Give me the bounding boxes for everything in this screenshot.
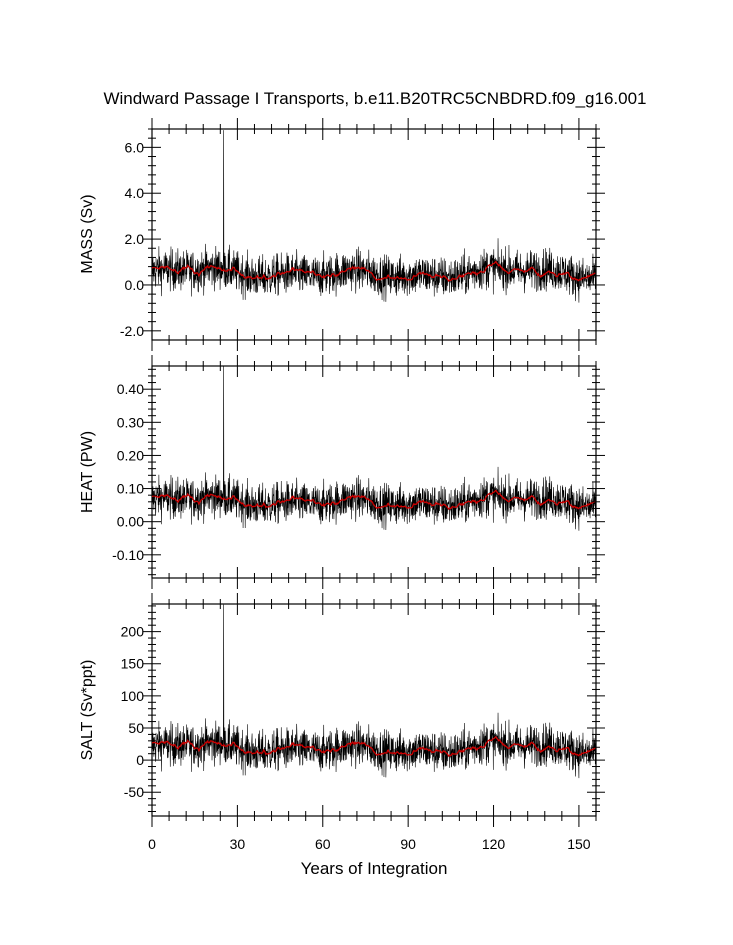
x-tick-label-5: 150 xyxy=(567,836,591,852)
y-tick-label-0-2: 2.0 xyxy=(125,231,145,247)
plot-frame-1 xyxy=(151,365,597,579)
y-tick-label-1-2: 0.10 xyxy=(117,481,144,497)
x-tick-labels: 0 30 60 90 120 150 xyxy=(148,836,591,852)
y-tick-label-2-5: 200 xyxy=(121,624,145,640)
chart-title: Windward Passage I Transports, b.e11.B20… xyxy=(103,89,646,108)
y-tick-label-0-3: 4.0 xyxy=(125,185,145,201)
smoothed-series-line-2 xyxy=(151,735,596,758)
y-tick-label-1-5: 0.40 xyxy=(117,381,144,397)
smoothed-series-line-0 xyxy=(151,260,596,283)
y-tick-label-2-4: 150 xyxy=(121,656,145,672)
y-tick-label-0-0: -2.0 xyxy=(120,323,144,339)
y-tick-label-2-1: 0 xyxy=(136,752,144,768)
raw-series-line-0 xyxy=(151,130,597,303)
y-tick-label-2-0: -50 xyxy=(124,784,144,800)
mass-panel: MASS (Sv) -2.0 0.0 2.0 4.0 6.0 xyxy=(79,118,605,351)
y-tick-label-0-4: 6.0 xyxy=(125,139,145,155)
plot-frame-2 xyxy=(151,603,597,817)
y-tick-label-1-0: -0.10 xyxy=(112,547,144,563)
smoothed-series-line-1 xyxy=(151,489,596,511)
mass-panel-ylabel: MASS (Sv) xyxy=(79,194,96,273)
y-tick-label-2-2: 50 xyxy=(128,720,144,736)
y-tick-label-1-3: 0.20 xyxy=(117,447,144,463)
x-tick-label-0: 0 xyxy=(148,836,156,852)
x-axis-label: Years of Integration xyxy=(301,859,448,878)
y-tick-label-0-1: 0.0 xyxy=(125,277,145,293)
x-tick-label-1: 30 xyxy=(230,836,246,852)
salt-panel: SALT (Sv*ppt) -50 0 50 100 150 200 xyxy=(79,593,605,827)
salt-panel-ylabel: SALT (Sv*ppt) xyxy=(79,660,96,761)
x-tick-label-2: 60 xyxy=(315,836,331,852)
heat-panel-ylabel: HEAT (PW) xyxy=(79,431,96,513)
y-tick-label-2-3: 100 xyxy=(121,688,145,704)
y-tick-label-1-1: 0.00 xyxy=(117,514,144,530)
y-tick-label-1-4: 0.30 xyxy=(117,414,144,430)
heat-panel: HEAT (PW) -0.10 0.00 0.10 0.20 0.30 0.40 xyxy=(79,355,605,589)
raw-series-line-2 xyxy=(151,604,597,779)
raw-series-line-1 xyxy=(151,365,597,531)
x-tick-label-3: 90 xyxy=(400,836,416,852)
plot-frame-0 xyxy=(151,128,597,341)
x-tick-label-4: 120 xyxy=(482,836,506,852)
